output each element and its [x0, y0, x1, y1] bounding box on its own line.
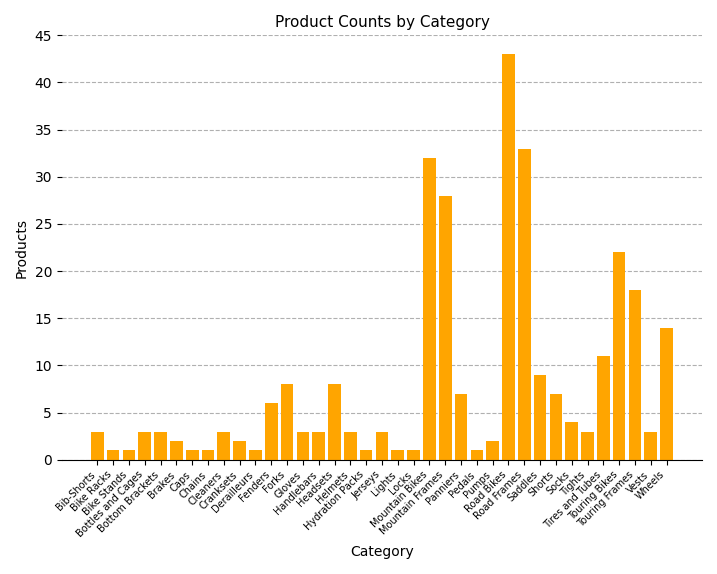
Bar: [376, 432, 389, 460]
Bar: [297, 432, 309, 460]
Bar: [123, 451, 136, 460]
Bar: [660, 328, 673, 460]
Bar: [186, 451, 199, 460]
Bar: [249, 451, 262, 460]
Bar: [613, 253, 625, 460]
Bar: [486, 441, 499, 460]
Bar: [423, 158, 436, 460]
Bar: [518, 149, 531, 460]
Bar: [502, 54, 515, 460]
Bar: [470, 451, 483, 460]
Bar: [217, 432, 230, 460]
Bar: [629, 290, 641, 460]
Bar: [645, 432, 657, 460]
Bar: [201, 451, 214, 460]
Bar: [439, 196, 452, 460]
Bar: [107, 451, 120, 460]
Y-axis label: Products: Products: [15, 218, 29, 278]
Bar: [597, 356, 609, 460]
Bar: [533, 375, 546, 460]
Bar: [344, 432, 356, 460]
Bar: [233, 441, 246, 460]
Bar: [455, 394, 467, 460]
Bar: [549, 394, 562, 460]
Bar: [91, 432, 104, 460]
Bar: [170, 441, 183, 460]
Bar: [407, 451, 420, 460]
Bar: [391, 451, 404, 460]
Bar: [313, 432, 325, 460]
Bar: [265, 403, 277, 460]
X-axis label: Category: Category: [350, 545, 414, 559]
Bar: [328, 385, 341, 460]
Bar: [581, 432, 594, 460]
Title: Product Counts by Category: Product Counts by Category: [275, 15, 490, 30]
Bar: [154, 432, 167, 460]
Bar: [566, 422, 578, 460]
Bar: [360, 451, 372, 460]
Bar: [281, 385, 293, 460]
Bar: [138, 432, 151, 460]
